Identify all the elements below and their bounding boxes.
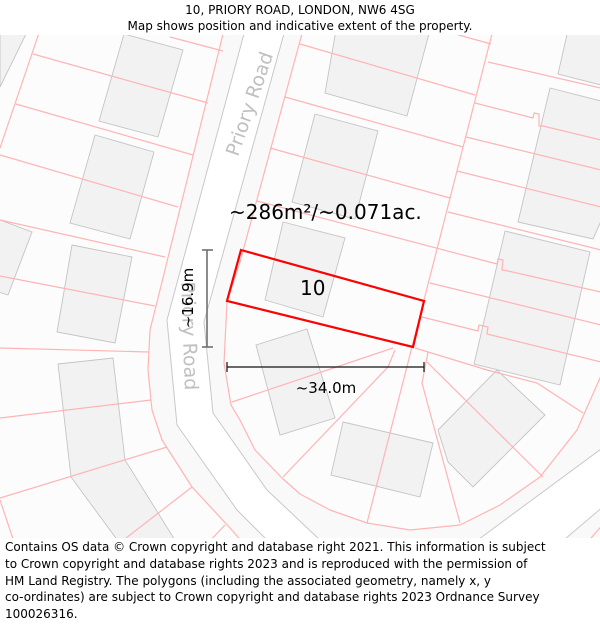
building <box>57 357 175 538</box>
property-boundary-line <box>465 136 600 171</box>
property-boundary-line <box>147 35 240 538</box>
building <box>0 219 33 296</box>
building <box>98 35 184 138</box>
carriageway-layer <box>166 35 600 538</box>
property-boundary-line <box>15 103 194 156</box>
property-boundary-line <box>474 102 600 141</box>
property-boundary-line <box>211 524 226 538</box>
property-boundary-line <box>0 446 168 499</box>
pavement <box>148 35 600 538</box>
building <box>557 35 600 86</box>
property-boundary-line <box>0 399 152 419</box>
footer-line: co-ordinates) are subject to Crown copyr… <box>5 590 540 605</box>
property-boundary-line <box>231 347 394 403</box>
building <box>437 369 546 488</box>
property-boundary-line <box>0 347 150 353</box>
building <box>324 35 430 117</box>
property-boundary-line <box>256 200 600 293</box>
building <box>0 35 27 88</box>
road-label-priory-road-south: Priory Road <box>176 281 202 390</box>
building <box>330 421 434 498</box>
plot-number-label: 10 <box>300 276 325 300</box>
property-boundary-line <box>421 316 600 363</box>
width-dimension-label: ~34.0m <box>296 379 357 397</box>
property-boundary-line <box>487 61 600 89</box>
property-boundary-line <box>299 43 476 96</box>
property-boundary-line <box>125 486 193 538</box>
property-boundary-line <box>414 347 584 414</box>
height-dimension-line <box>202 249 213 348</box>
property-boundary-line <box>366 35 493 524</box>
property-boundary-line <box>421 351 461 524</box>
property-boundary-line <box>32 53 209 104</box>
property-boundary-line <box>426 361 544 478</box>
road-carriageway <box>166 35 319 538</box>
property-boundary-line <box>0 275 156 307</box>
property-boundary-line <box>0 154 179 208</box>
property-boundary-line <box>223 35 600 531</box>
property-outline <box>225 248 426 349</box>
buildings-layer <box>0 35 600 538</box>
footer-line: 100026316. <box>5 607 78 622</box>
page-subtitle: Map shows position and indicative extent… <box>127 19 473 33</box>
height-dimension-label: ~16.9m <box>179 268 197 329</box>
building <box>264 221 346 318</box>
area-label: ~286m²/~0.071ac. <box>229 200 422 224</box>
property-boundary-line <box>284 96 464 148</box>
property-boundary-line <box>0 35 39 149</box>
property-boundary-line <box>456 170 600 208</box>
footer-line: Contains OS data © Crown copyright and d… <box>5 540 546 554</box>
property-boundary-line <box>169 36 224 52</box>
pavement-layer <box>148 35 600 538</box>
width-dimension-line <box>226 362 425 372</box>
road-carriageway <box>479 449 600 538</box>
property-map: Priory Road Priory Road ~286m²/~0.071ac.… <box>0 35 600 538</box>
building <box>255 328 336 436</box>
property-boundary-line <box>429 282 600 326</box>
property-boundary-line <box>0 219 166 258</box>
property-boundary-line <box>269 147 451 199</box>
footer-line: to Crown copyright and database rights 2… <box>5 556 528 571</box>
property-boundary-line <box>456 35 492 45</box>
building <box>517 87 600 240</box>
boundaries-layer <box>0 35 600 538</box>
page-title: 10, PRIORY ROAD, LONDON, NW6 4SG <box>185 3 415 17</box>
footer-line: HM Land Registry. The polygons (includin… <box>5 573 492 588</box>
property-boundary-line <box>590 526 600 538</box>
property-boundary-line <box>447 211 600 251</box>
building <box>69 134 155 240</box>
property-boundary-line <box>0 499 14 538</box>
copyright-footer: Contains OS data © Crown copyright and d… <box>5 539 600 623</box>
